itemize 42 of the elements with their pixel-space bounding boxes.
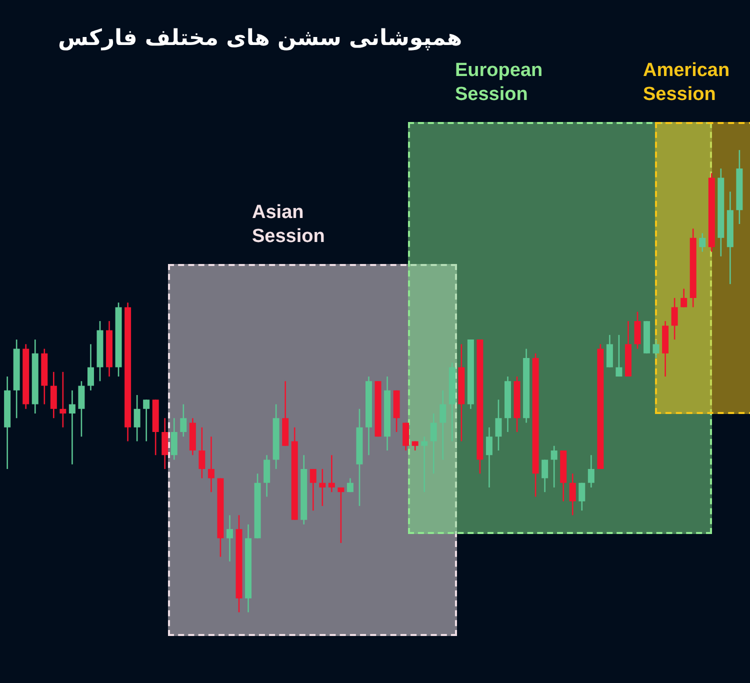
candlestick bbox=[143, 398, 150, 442]
candlestick bbox=[134, 394, 140, 442]
candlestick bbox=[550, 445, 558, 488]
candlestick bbox=[162, 417, 168, 470]
candlestick bbox=[328, 454, 335, 493]
candlestick bbox=[319, 468, 326, 507]
annotation: Asian Session bbox=[252, 201, 325, 249]
candlestick bbox=[421, 436, 428, 493]
candlestick bbox=[652, 338, 660, 359]
chart-title: همپوشانی سشن های مختلف فارکس bbox=[58, 26, 462, 51]
text: European Session bbox=[455, 59, 543, 107]
candlestick bbox=[569, 472, 576, 516]
candlestick bbox=[226, 514, 233, 562]
candlestick bbox=[78, 380, 85, 438]
candlestick bbox=[680, 288, 688, 308]
candlestick bbox=[606, 334, 613, 368]
candlestick bbox=[699, 232, 706, 252]
candlestick bbox=[402, 422, 410, 452]
candlestick bbox=[310, 468, 316, 512]
candlestick bbox=[671, 297, 678, 340]
candlestick bbox=[440, 390, 446, 460]
candlestick bbox=[198, 426, 206, 479]
candlestick bbox=[588, 454, 594, 488]
candlestick bbox=[170, 417, 178, 460]
candlestick bbox=[338, 486, 344, 544]
candlestick bbox=[180, 404, 187, 438]
candlestick bbox=[495, 398, 502, 452]
candlestick bbox=[430, 412, 437, 474]
candlestick bbox=[208, 436, 214, 493]
candlestick bbox=[616, 334, 622, 378]
candlestick bbox=[60, 371, 66, 428]
text: American Session bbox=[643, 59, 730, 107]
candlestick bbox=[542, 459, 548, 493]
candlestick bbox=[634, 311, 641, 350]
candlestick bbox=[50, 371, 57, 419]
candlestick bbox=[87, 344, 94, 392]
candlestick bbox=[486, 426, 492, 488]
candlestick bbox=[264, 454, 270, 498]
candlestick bbox=[346, 478, 354, 493]
candlestick bbox=[412, 440, 418, 452]
candlestick bbox=[68, 390, 76, 466]
candlestick bbox=[578, 482, 586, 512]
